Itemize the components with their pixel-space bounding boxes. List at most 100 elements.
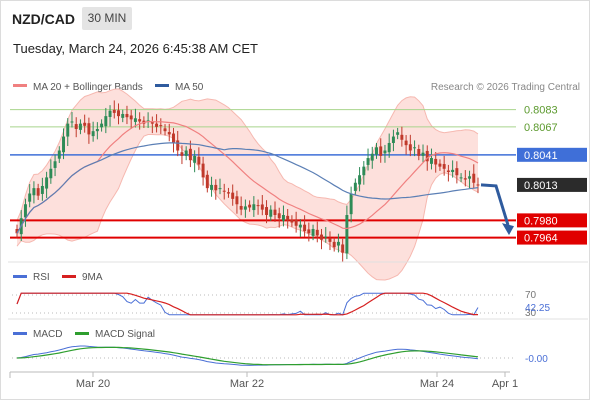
candle-body <box>336 241 340 246</box>
candle-body <box>70 121 74 123</box>
candle-body <box>320 234 323 240</box>
macd-line <box>16 345 479 366</box>
bollinger-lower-band <box>16 134 479 281</box>
candle-body <box>286 215 290 221</box>
candle-body <box>328 238 332 242</box>
candle-body <box>117 110 120 117</box>
candle-body <box>307 229 311 234</box>
candle-body <box>205 174 209 189</box>
level-label-0.7980: 0.7980 <box>524 215 558 227</box>
candle-body <box>40 185 44 194</box>
candle-body <box>324 236 328 238</box>
macd-legend-label: MACD <box>33 329 62 340</box>
timestamp: Tuesday, March 24, 2026 6:45:38 AM CET <box>13 41 258 56</box>
candle-body <box>74 124 78 130</box>
candle-body <box>159 125 163 127</box>
candle-body <box>349 193 353 215</box>
candle-body <box>417 149 421 156</box>
candle-body <box>256 205 260 207</box>
rsi-level-70: 70 <box>525 290 537 301</box>
candle-body <box>176 140 180 151</box>
ma20-legend-label: MA 20 + Bollinger Bands <box>33 82 143 93</box>
level-box-0.8041 <box>517 147 587 162</box>
forecast-arrowhead <box>502 223 514 236</box>
rsi-last-value: 42.25 <box>525 303 550 314</box>
candle-body <box>78 123 82 130</box>
forecast-arrow <box>480 183 514 236</box>
candle-body <box>87 123 91 135</box>
candle-body <box>201 163 205 178</box>
candle-body <box>362 166 366 176</box>
candle-body <box>66 123 70 137</box>
candle-body <box>391 136 395 143</box>
candle-body <box>155 123 159 127</box>
candle-body <box>281 215 285 221</box>
rsi-legend-swatch <box>13 275 27 278</box>
candle-body <box>95 129 99 132</box>
candle-body <box>273 209 277 216</box>
timeframe-button[interactable]: 30 MIN <box>82 7 132 30</box>
macd-signal-legend-swatch <box>75 332 89 335</box>
level-label-0.8013: 0.8013 <box>524 180 558 192</box>
rsi-ma-legend-label: 9MA <box>82 272 103 283</box>
candle-body <box>125 113 129 118</box>
candle-body <box>277 213 281 219</box>
candle-body <box>15 228 19 234</box>
candle-body <box>62 136 66 153</box>
level-label-0.8067: 0.8067 <box>524 122 558 134</box>
rsi-ma-legend-swatch <box>62 275 76 278</box>
candle-body <box>83 122 87 126</box>
candle-body <box>222 190 226 192</box>
x-tick-label: Mar 24 <box>420 378 454 390</box>
candle-body <box>290 219 294 223</box>
level-label-0.8083: 0.8083 <box>524 105 558 117</box>
level-box-0.8013 <box>517 177 587 192</box>
ma50-legend-label: MA 50 <box>175 82 204 93</box>
candle-body <box>358 175 362 185</box>
forecast-path <box>480 183 510 226</box>
candle-body <box>57 150 61 159</box>
rsi-line <box>16 292 479 316</box>
candle-body <box>260 204 264 210</box>
candle-body <box>235 196 239 205</box>
candle-body <box>404 140 408 146</box>
candle-body <box>366 158 370 165</box>
candle-body <box>446 170 450 173</box>
candle-body <box>298 224 302 228</box>
candle-body <box>459 177 463 179</box>
candle-body <box>150 122 154 124</box>
x-tick-label: Mar 22 <box>230 378 264 390</box>
candle-body <box>294 219 298 226</box>
candle-body <box>421 152 425 156</box>
candle-body <box>434 158 438 165</box>
candle-body <box>91 131 95 137</box>
bollinger-bands <box>16 88 479 281</box>
ma50-line <box>16 142 479 234</box>
candle-body <box>180 152 184 156</box>
candle-body <box>413 147 417 149</box>
macd-last-value: -0.00 <box>525 354 548 365</box>
candle-body <box>472 173 476 183</box>
candle-body <box>36 188 40 196</box>
macd-signal-line <box>16 346 479 366</box>
candle-body <box>214 184 218 191</box>
x-tick-label: Apr 1 <box>492 378 518 390</box>
candle-body <box>49 168 53 179</box>
candle-body <box>455 168 459 176</box>
macd-lines <box>12 345 515 366</box>
bollinger-band-area <box>17 88 478 281</box>
candle-body <box>468 176 472 179</box>
ma20-legend-swatch <box>13 84 27 87</box>
candle-body <box>463 178 467 180</box>
level-label-0.8041: 0.8041 <box>524 150 558 162</box>
candle-body <box>129 115 133 120</box>
symbol-title: NZD/CAD <box>12 11 75 27</box>
candles <box>15 100 480 263</box>
candle-body <box>167 132 171 135</box>
candle-body <box>243 206 247 210</box>
candle-body <box>425 150 429 162</box>
candle-body <box>146 120 150 122</box>
candle-body <box>370 153 374 161</box>
candle-body <box>383 150 387 154</box>
